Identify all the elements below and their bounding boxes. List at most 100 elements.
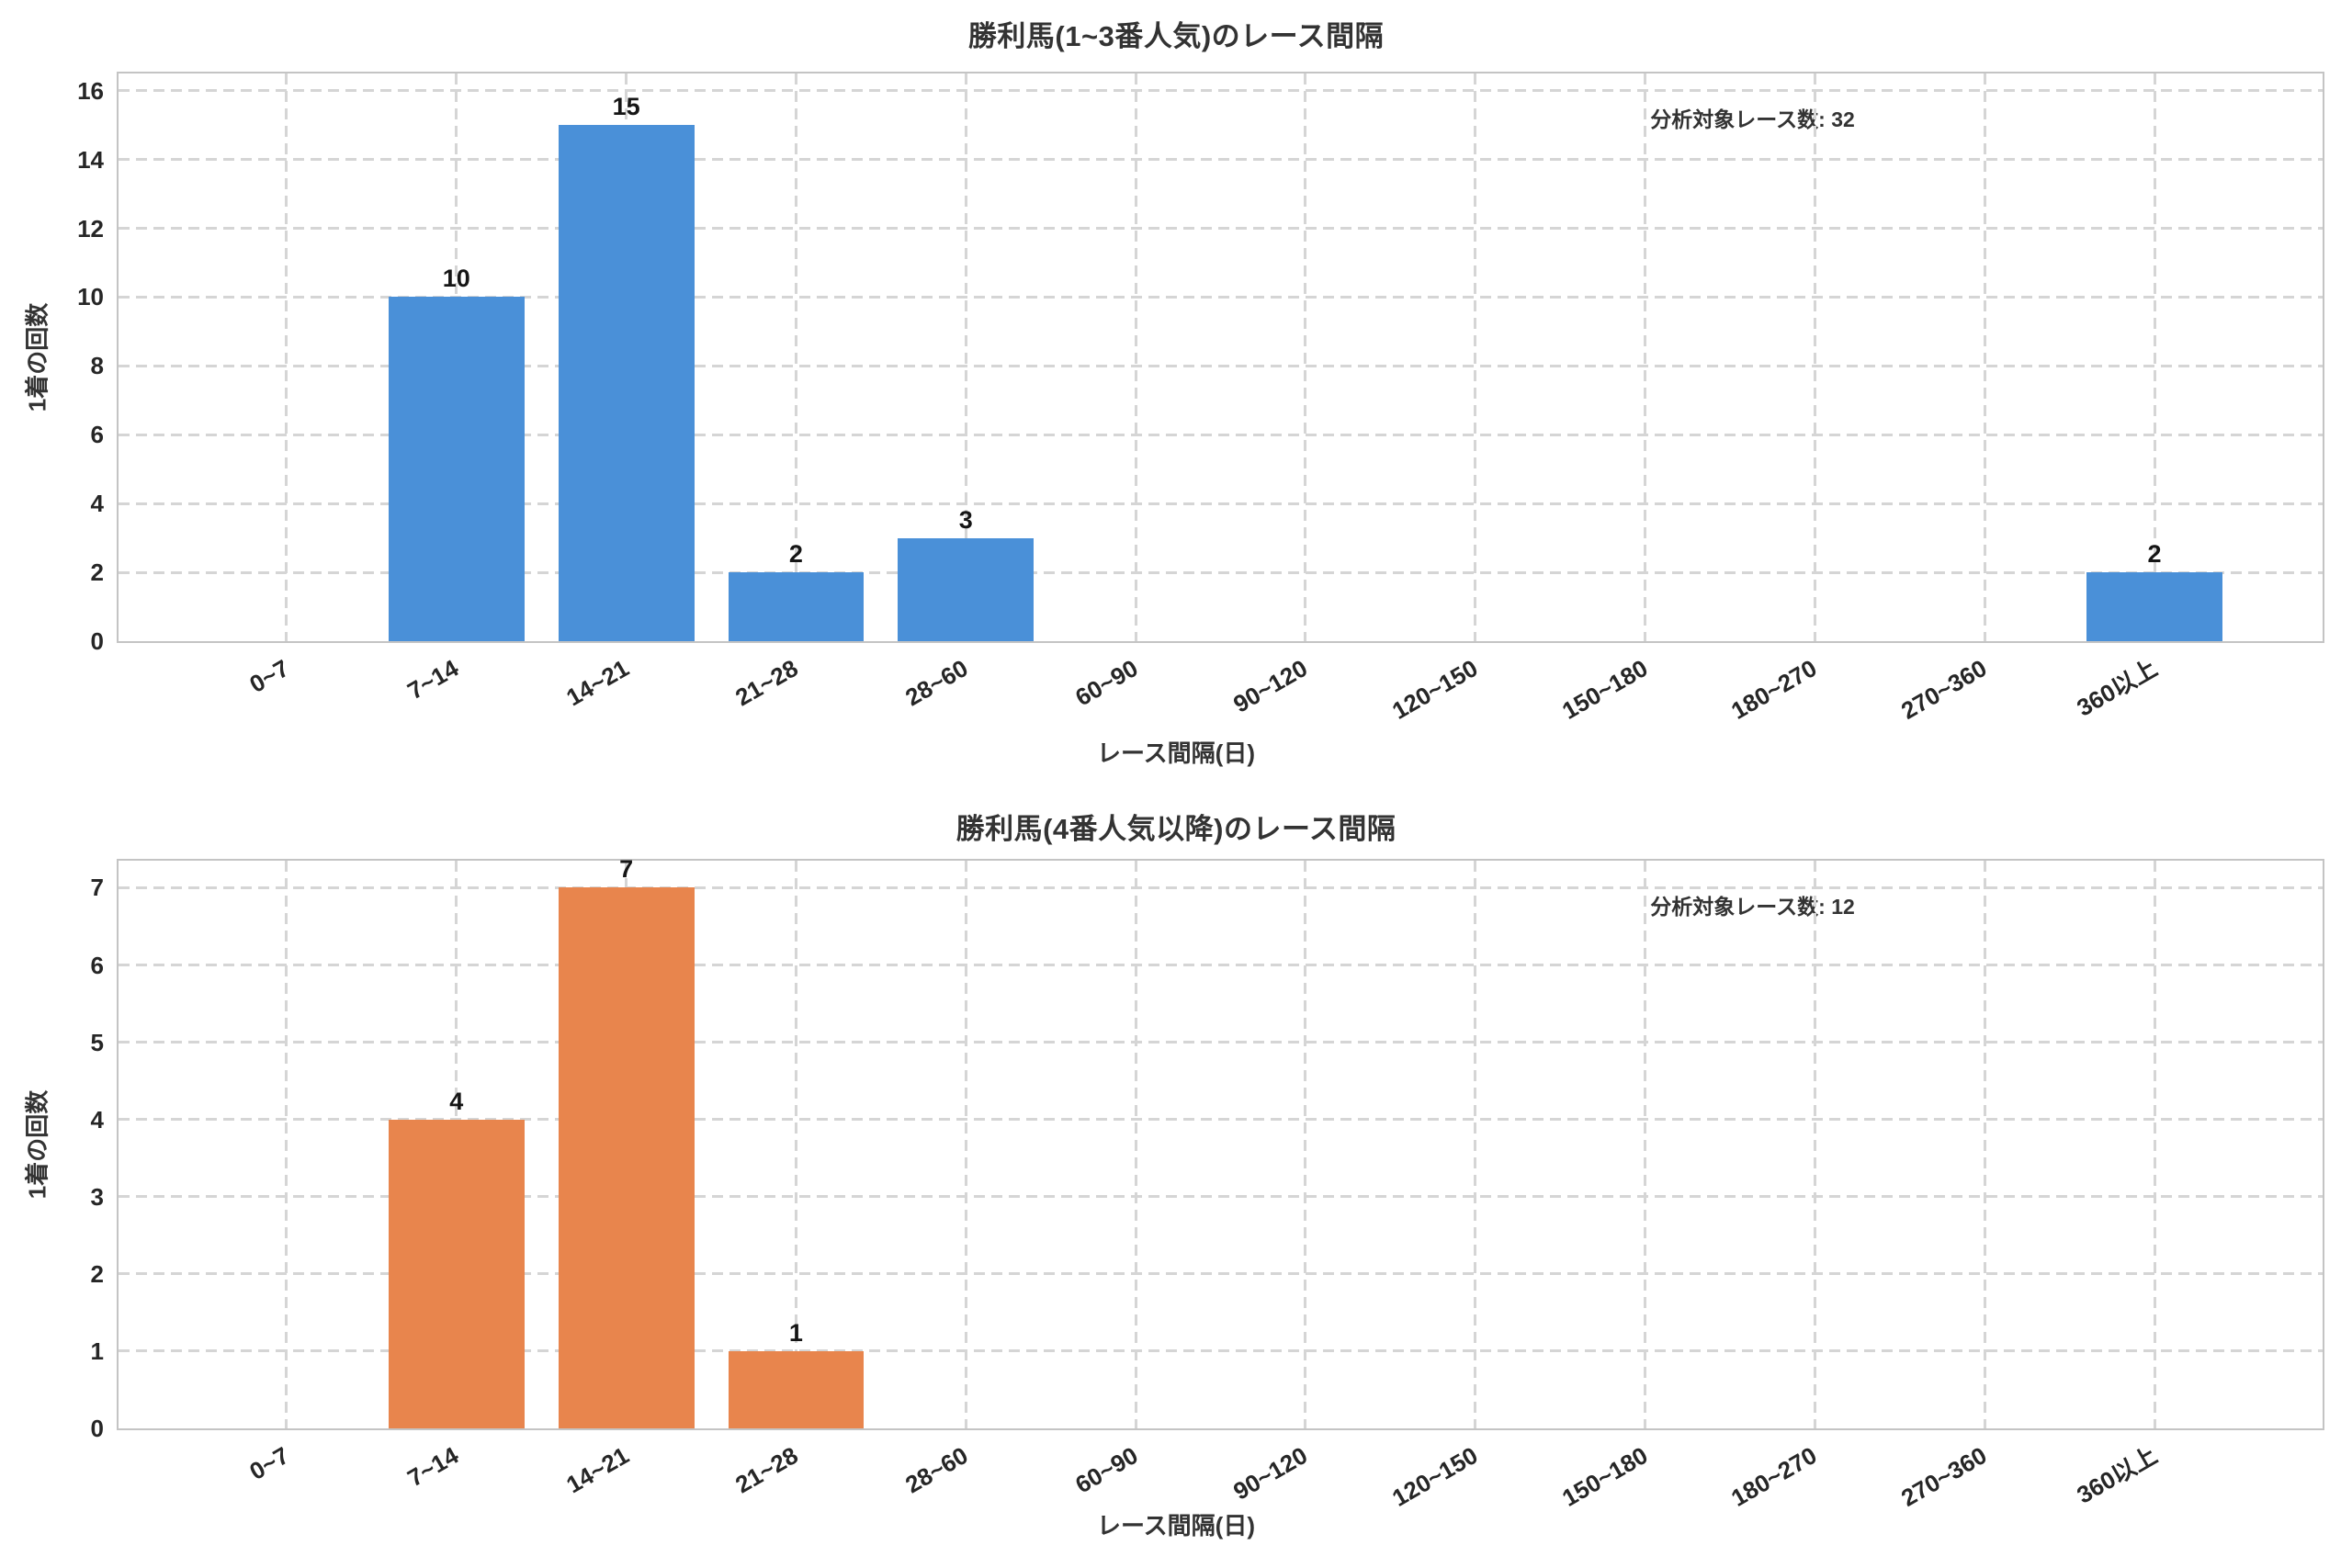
gridline-horizontal — [119, 1195, 2323, 1199]
bar-value-label: 2 — [788, 540, 803, 569]
x-tick-label: 90~120 — [1228, 654, 1313, 718]
gridline-vertical — [1983, 73, 1986, 641]
gridline-horizontal — [119, 1272, 2323, 1276]
gridline-vertical — [1813, 861, 1816, 1428]
x-tick-label: 14~21 — [560, 1441, 634, 1499]
y-axis-label: 1着の回数 — [23, 1089, 51, 1200]
x-tick-label: 14~21 — [560, 654, 634, 712]
x-tick-label: 21~28 — [730, 654, 803, 712]
x-tick-label: 180~270 — [1726, 1441, 1822, 1512]
x-axis-label: レース間隔(日) — [1096, 739, 1256, 767]
gridline-horizontal — [119, 886, 2323, 889]
bar-value-label: 15 — [612, 93, 640, 121]
gridline-vertical — [1813, 73, 1816, 641]
gridline-vertical — [964, 73, 967, 641]
gridline-vertical — [1134, 861, 1137, 1428]
gridline-vertical — [285, 73, 288, 641]
x-tick-label: 21~28 — [730, 1441, 803, 1499]
y-tick-label: 8 — [90, 352, 104, 380]
y-tick-label: 4 — [90, 490, 104, 518]
x-tick-label: 90~120 — [1228, 1441, 1313, 1506]
x-tick-label: 360以上 — [2071, 1441, 2162, 1509]
gridline-vertical — [794, 861, 797, 1428]
gridline-vertical — [1983, 861, 1986, 1428]
y-tick-label: 0 — [90, 627, 104, 655]
gridline-vertical — [1134, 73, 1137, 641]
gridline-vertical — [1644, 73, 1647, 641]
gridline-horizontal — [119, 89, 2323, 93]
x-tick-label: 120~150 — [1386, 1441, 1483, 1512]
gridline-horizontal — [119, 1349, 2323, 1353]
bar — [388, 297, 525, 641]
y-tick-label: 3 — [90, 1182, 104, 1211]
bar-value-label: 3 — [958, 505, 973, 534]
x-axis-label: レース間隔(日) — [1096, 1512, 1256, 1540]
y-tick-label: 6 — [90, 421, 104, 449]
x-tick-label: 28~60 — [900, 1441, 973, 1499]
x-tick-label: 60~90 — [1070, 654, 1143, 712]
x-tick-label: 270~360 — [1896, 1441, 1992, 1512]
bar — [728, 572, 865, 641]
y-tick-label: 2 — [90, 558, 104, 587]
x-tick-label: 7~14 — [402, 1441, 464, 1493]
y-tick-label: 10 — [77, 283, 104, 311]
x-tick-label: 7~14 — [402, 654, 464, 705]
gridline-vertical — [1474, 73, 1477, 641]
chart-title: 勝利馬(1~3番人気)のレース間隔 — [967, 20, 1385, 52]
gridline-vertical — [794, 73, 797, 641]
y-tick-label: 12 — [77, 214, 104, 243]
gridline-vertical — [1304, 861, 1307, 1428]
gridline-horizontal — [119, 295, 2323, 299]
bar-value-label: 1 — [788, 1318, 803, 1347]
bar — [558, 887, 695, 1428]
y-tick-label: 16 — [77, 76, 104, 105]
bar — [2086, 572, 2222, 641]
gridline-horizontal — [119, 964, 2323, 966]
bar — [898, 537, 1035, 641]
y-tick-label: 6 — [90, 951, 104, 979]
race-count-annotation: 分析対象レース数: 12 — [1650, 894, 1855, 919]
gridline-vertical — [1644, 861, 1647, 1428]
x-tick-label: 360以上 — [2071, 654, 2162, 722]
gridline-vertical — [2153, 861, 2156, 1428]
x-tick-label: 180~270 — [1726, 654, 1822, 725]
gridline-vertical — [964, 861, 967, 1428]
gridline-horizontal — [119, 158, 2323, 162]
y-tick-label: 5 — [90, 1028, 104, 1056]
gridline-vertical — [1304, 73, 1307, 641]
x-tick-label: 0~7 — [244, 654, 294, 699]
gridline-horizontal — [119, 1041, 2323, 1044]
y-tick-label: 7 — [90, 874, 104, 902]
bar — [728, 1350, 865, 1428]
x-tick-label: 270~360 — [1896, 654, 1992, 725]
y-axis-label: 1着の回数 — [23, 302, 51, 412]
x-tick-label: 28~60 — [900, 654, 973, 712]
bar-value-label: 2 — [2147, 540, 2162, 569]
race-count-annotation: 分析対象レース数: 32 — [1650, 107, 1855, 131]
x-tick-label: 150~180 — [1556, 654, 1653, 725]
x-tick-label: 120~150 — [1386, 654, 1483, 725]
gridline-horizontal — [119, 1118, 2323, 1122]
y-tick-label: 1 — [90, 1337, 104, 1365]
plot-area: 1着の回数 分析対象レース数: 12 0 1 2 3 4 5 6 7 0~7 7~14 14~21 2… — [24, 855, 2324, 1512]
y-tick-label: 2 — [90, 1259, 104, 1288]
bar-value-label: 4 — [449, 1087, 464, 1115]
y-tick-label: 14 — [77, 145, 104, 174]
y-tick-label: 0 — [90, 1415, 104, 1442]
bar — [388, 1119, 525, 1428]
gridline-vertical — [1474, 861, 1477, 1428]
bar — [558, 125, 695, 641]
bar-value-label: 10 — [442, 265, 470, 293]
x-tick-label: 60~90 — [1070, 1441, 1143, 1499]
bar-value-label: 7 — [619, 855, 634, 884]
gridline-horizontal — [119, 570, 2323, 574]
gridline-horizontal — [119, 502, 2323, 505]
gridline-vertical — [2153, 73, 2156, 641]
plot-area: 1着の回数 分析対象レース数: 32 0 2 4 6 8 10 12 14 16 0~7 7~14 1… — [24, 72, 2324, 725]
x-tick-label: 150~180 — [1556, 1441, 1653, 1512]
chart-title: 勝利馬(4番人気以降)のレース間隔 — [956, 813, 1396, 845]
gridline-vertical — [285, 861, 288, 1428]
x-tick-label: 0~7 — [244, 1441, 294, 1486]
